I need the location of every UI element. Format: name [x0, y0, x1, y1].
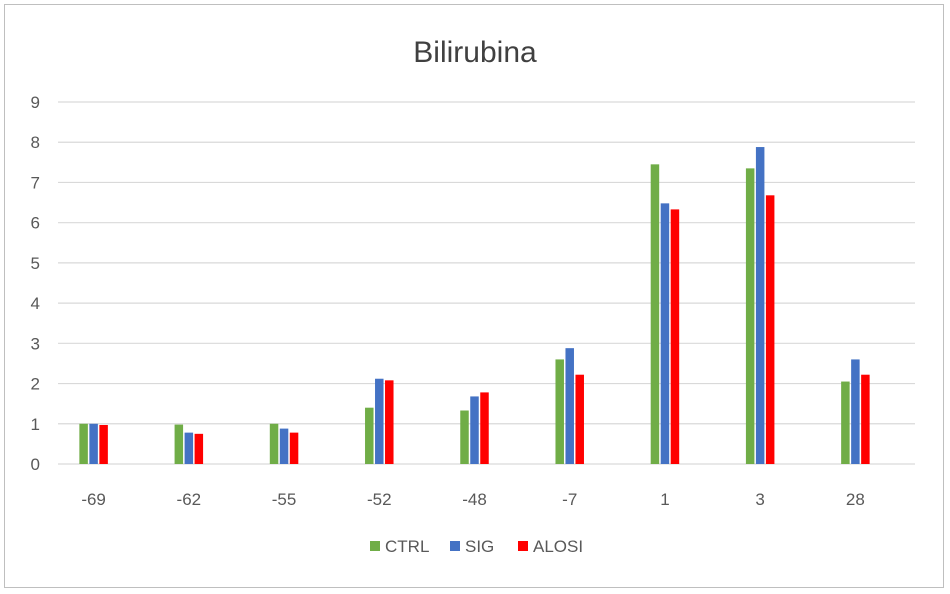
bar-ctrl — [174, 424, 184, 464]
x-tick-label: 3 — [755, 490, 764, 509]
legend-label-ctrl: CTRL — [385, 537, 429, 556]
y-tick-label: 9 — [31, 93, 40, 112]
bar-sig — [851, 359, 860, 464]
x-tick-label: -55 — [272, 490, 297, 509]
bar-alosi — [480, 392, 489, 464]
y-tick-label: 5 — [31, 254, 40, 273]
y-tick-label: 3 — [31, 334, 40, 353]
x-tick-label: 28 — [846, 490, 865, 509]
y-tick-label: 4 — [31, 294, 40, 313]
bar-alosi — [575, 374, 584, 464]
bar-sig — [375, 378, 384, 464]
bar-ctrl — [79, 423, 88, 464]
bar-sig — [279, 428, 289, 464]
chart-frame — [4, 4, 944, 588]
bar-ctrl — [745, 168, 755, 464]
bar-ctrl — [269, 423, 279, 464]
y-axis-ticks: 0 1 2 3 4 5 6 7 8 9 — [31, 93, 40, 474]
bar-ctrl — [841, 381, 850, 464]
legend: CTRL SIG ALOSI — [370, 537, 583, 556]
bar-alosi — [765, 195, 775, 464]
y-tick-label: 2 — [31, 375, 40, 394]
x-tick-label: 1 — [660, 490, 669, 509]
bar-ctrl — [650, 164, 660, 464]
bars — [79, 147, 870, 465]
legend-label-alosi: ALOSI — [533, 537, 583, 556]
bar-alosi — [670, 209, 680, 464]
x-tick-label: -48 — [462, 490, 487, 509]
bar-sig — [470, 396, 479, 464]
bar-ctrl — [555, 359, 564, 464]
x-tick-label: -69 — [81, 490, 106, 509]
bar-sig — [660, 203, 670, 465]
bar-ctrl — [460, 410, 469, 464]
bar-sig — [184, 432, 194, 464]
bar-alosi — [861, 374, 870, 464]
legend-label-sig: SIG — [465, 537, 494, 556]
y-tick-label: 7 — [31, 173, 40, 192]
legend-swatch-sig — [450, 541, 460, 551]
bar-sig — [565, 348, 574, 464]
bar-alosi — [385, 380, 394, 464]
legend-swatch-alosi — [518, 541, 528, 551]
y-tick-label: 6 — [31, 214, 40, 233]
bar-sig — [89, 423, 98, 464]
x-tick-label: -62 — [177, 490, 202, 509]
bar-sig — [755, 147, 765, 464]
x-axis-ticks: -69 -62 -55 -52 -48 -7 1 3 28 — [81, 490, 865, 509]
y-tick-label: 8 — [31, 133, 40, 152]
legend-swatch-ctrl — [370, 541, 380, 551]
chart-title: Bilirubina — [413, 36, 537, 69]
y-tick-label: 0 — [31, 455, 40, 474]
y-tick-label: 1 — [31, 415, 40, 434]
x-tick-label: -52 — [367, 490, 392, 509]
bar-alosi — [194, 433, 204, 464]
bar-ctrl — [365, 407, 374, 464]
x-tick-label: -7 — [562, 490, 577, 509]
bar-alosi — [99, 424, 108, 464]
bar-alosi — [289, 432, 299, 464]
